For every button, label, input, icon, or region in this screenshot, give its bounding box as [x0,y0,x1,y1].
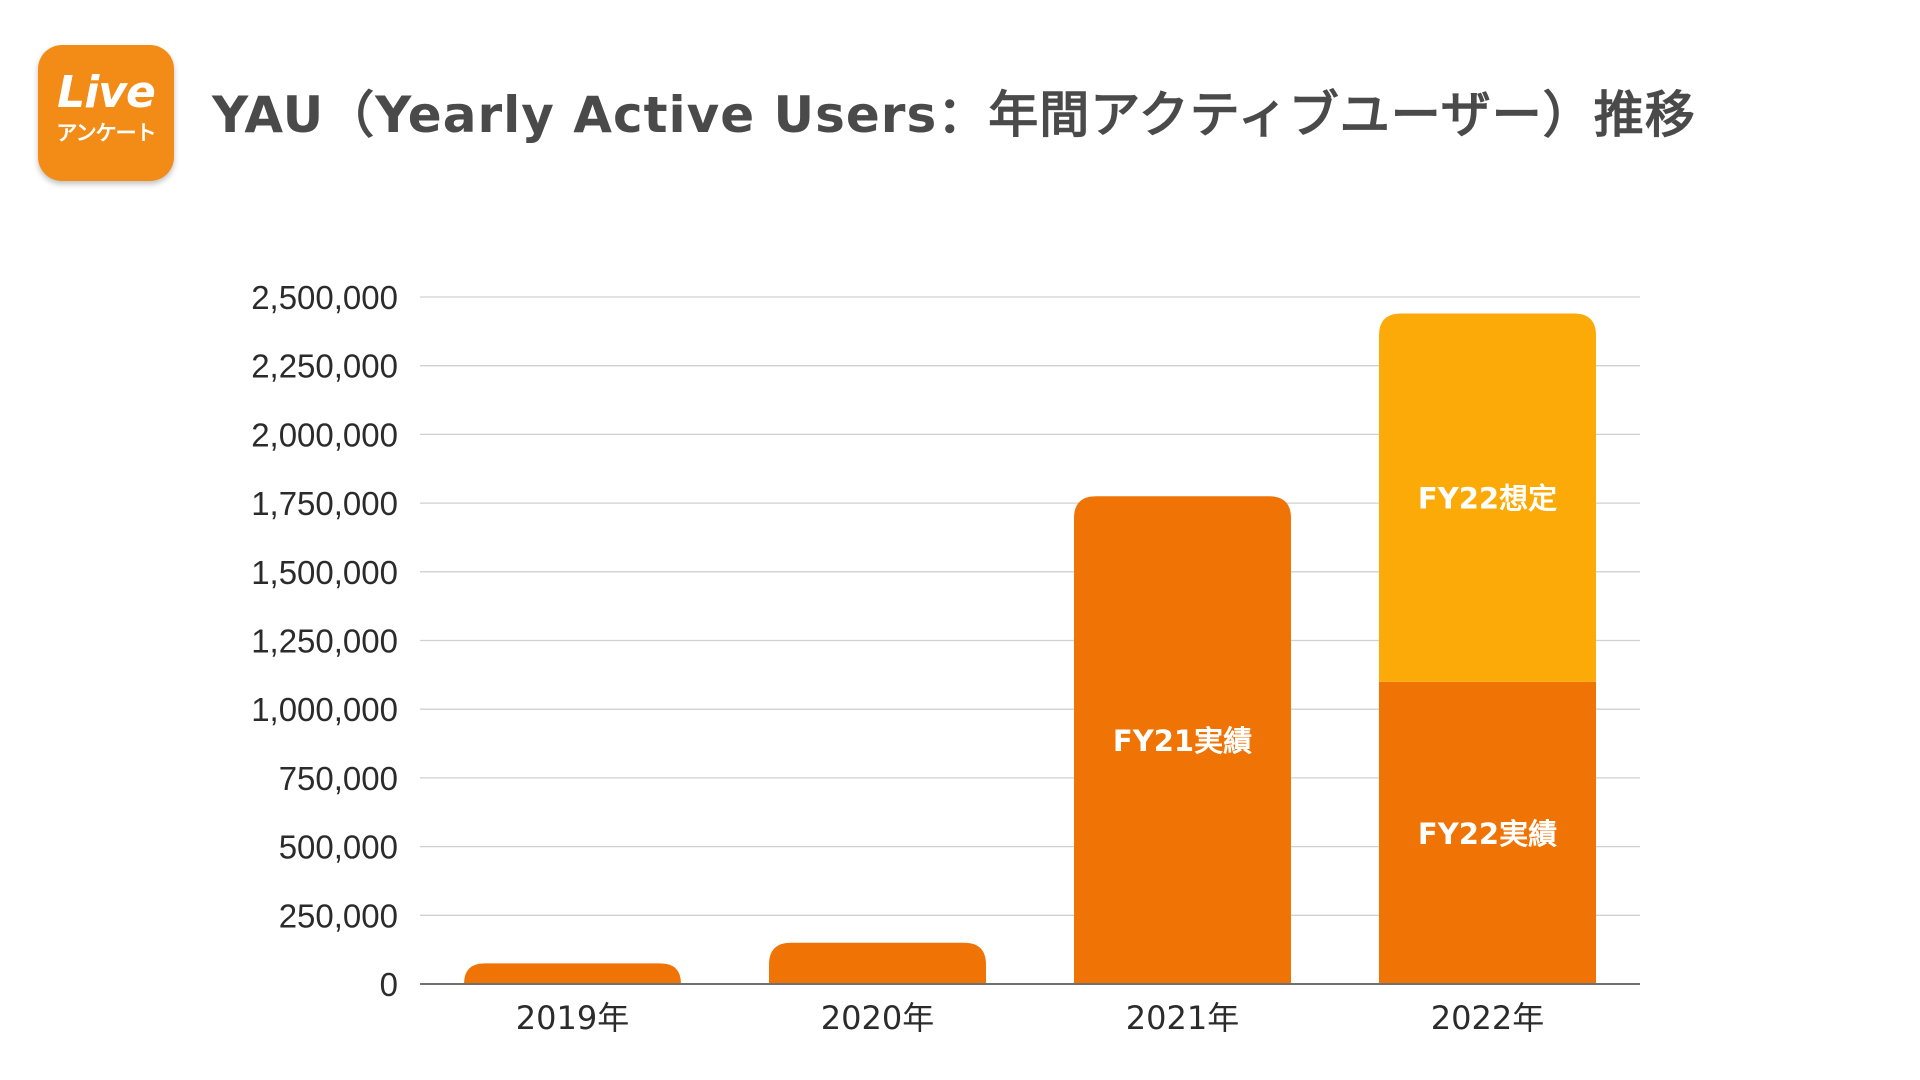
x-tick-label: 2021年 [1126,999,1239,1037]
y-tick-label: 2,000,000 [251,416,398,453]
x-tick-label: 2022年 [1431,999,1544,1037]
y-tick-label: 2,500,000 [251,279,398,316]
y-tick-label: 1,750,000 [251,485,398,522]
bar-segment-label: FY22実績 [1418,817,1557,851]
bar-2019年-series-0 [464,963,681,984]
bar-2022年-series-0 [1379,681,1596,984]
y-tick-label: 250,000 [279,897,398,934]
y-tick-label: 2,250,000 [251,348,398,385]
y-tick-label: 750,000 [279,760,398,797]
x-tick-label: 2020年 [821,999,934,1037]
bar-2022年-series-1 [1379,313,1596,682]
bar-segment-label: FY22想定 [1418,482,1557,516]
page-title: YAU（Yearly Active Users：年間アクティブユーザー）推移 [212,86,1696,144]
logo-main-text: Live [57,67,156,118]
y-tick-label: 1,250,000 [251,623,398,660]
logo-sub-text: アンケート [56,121,156,145]
bar-2021年-series-0 [1074,496,1291,984]
app-logo: Live アンケート [38,45,174,181]
y-tick-label: 1,500,000 [251,554,398,591]
x-tick-label: 2019年 [516,999,629,1037]
bar-2020年-series-0 [769,942,986,984]
bar-segment-label: FY21実績 [1113,724,1252,758]
y-tick-label: 500,000 [279,829,398,866]
y-tick-label: 1,000,000 [251,691,398,728]
y-tick-label: 0 [380,966,398,1003]
